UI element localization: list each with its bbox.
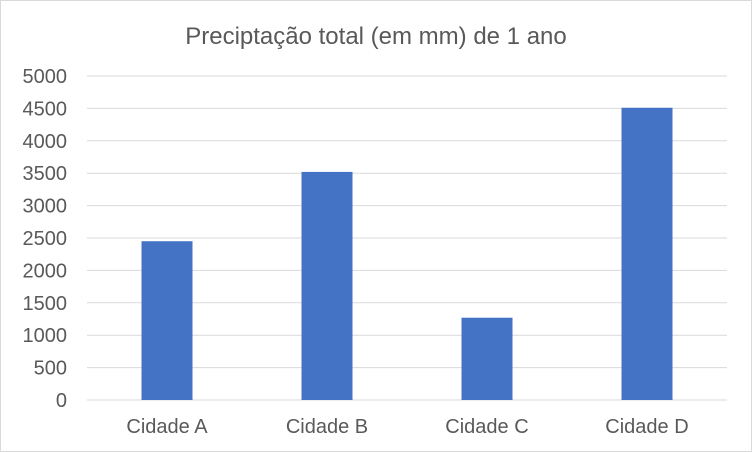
- x-tick-label: Cidade A: [126, 416, 208, 438]
- x-tick-label: Cidade C: [445, 416, 528, 438]
- x-axis-ticks: Cidade A Cidade B Cidade C Cidade D: [126, 416, 688, 438]
- x-tick-label: Cidade B: [286, 416, 368, 438]
- y-tick-label: 5000: [23, 66, 68, 88]
- gridlines: [87, 75, 727, 401]
- y-axis-ticks: 0 500 1000 1500 2000 2500 3000 3500 4000 4500 5000: [23, 66, 68, 412]
- bar-cidade-b: [301, 171, 353, 400]
- chart-title: Preciptação total (em mm) de 1 ano: [185, 23, 567, 50]
- bar-cidade-d: [621, 107, 673, 400]
- y-tick-label: 3000: [23, 196, 68, 218]
- y-tick-label: 1500: [23, 293, 68, 315]
- bar-cidade-c: [461, 317, 513, 400]
- y-tick-label: 1000: [23, 325, 68, 347]
- bars: [141, 107, 673, 400]
- bar-cidade-a: [141, 241, 193, 400]
- y-tick-label: 4000: [23, 131, 68, 153]
- y-tick-label: 500: [34, 358, 67, 380]
- y-tick-label: 4500: [23, 98, 68, 120]
- y-tick-label: 2500: [23, 228, 68, 250]
- x-tick-label: Cidade D: [605, 416, 688, 438]
- y-tick-label: 2000: [23, 260, 68, 282]
- y-tick-label: 3500: [23, 163, 68, 185]
- y-tick-label: 0: [56, 390, 67, 412]
